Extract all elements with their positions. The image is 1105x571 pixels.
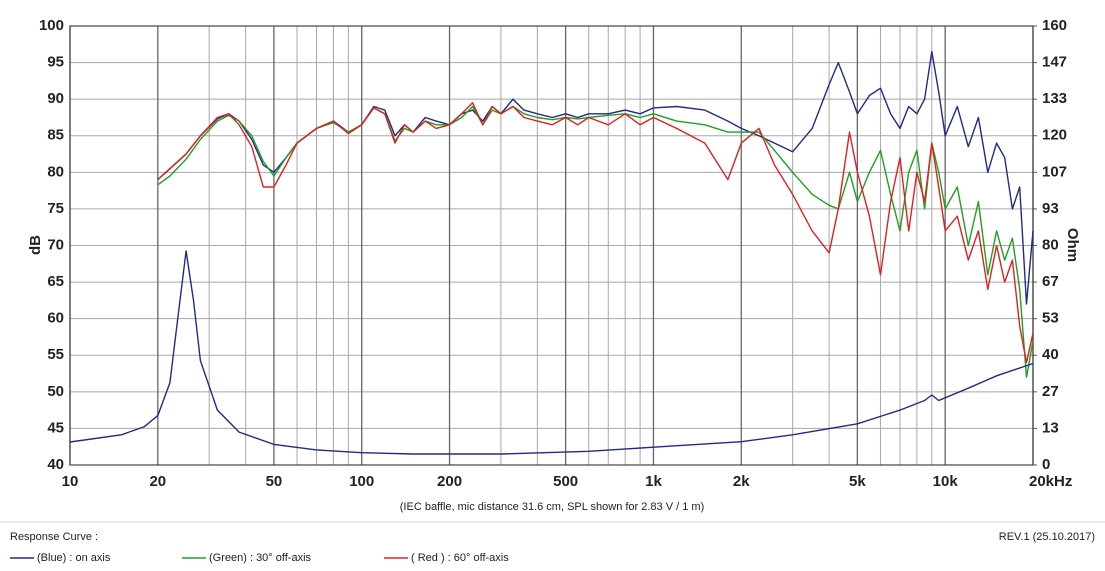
y-tick-label: 60 bbox=[47, 310, 64, 327]
y-axis-label: dB bbox=[27, 235, 44, 255]
y2-tick-label: 53 bbox=[1042, 310, 1059, 327]
revision: REV.1 (25.10.2017) bbox=[999, 531, 1095, 543]
x-tick-label: 2k bbox=[733, 473, 750, 490]
y2-tick-label: 27 bbox=[1042, 383, 1059, 400]
y2-tick-label: 0 bbox=[1042, 456, 1050, 473]
y2-tick-label: 93 bbox=[1042, 200, 1059, 217]
y2-tick-label: 80 bbox=[1042, 236, 1059, 253]
legend-title: Response Curve : bbox=[10, 531, 98, 543]
y-tick-label: 90 bbox=[47, 90, 64, 107]
x-tick-label: 50 bbox=[266, 473, 283, 490]
x-tick-label: 200 bbox=[437, 473, 462, 490]
x-tick-label: 5k bbox=[849, 473, 866, 490]
y2-tick-label: 133 bbox=[1042, 90, 1067, 107]
y-tick-label: 70 bbox=[47, 236, 64, 253]
y-tick-label: 45 bbox=[47, 419, 64, 436]
y2-tick-label: 67 bbox=[1042, 273, 1059, 290]
x-tick-label: 1k bbox=[645, 473, 662, 490]
legend-label: ( Red ) : 60° off-axis bbox=[411, 552, 509, 564]
y2-tick-label: 40 bbox=[1042, 346, 1059, 363]
legend-label: (Blue) : on axis bbox=[37, 552, 111, 564]
y-tick-label: 80 bbox=[47, 163, 64, 180]
x-tick-label: 100 bbox=[349, 473, 374, 490]
series-line bbox=[157, 102, 1034, 364]
x-tick-label: 20 bbox=[149, 473, 166, 490]
y-tick-label: 85 bbox=[47, 127, 64, 144]
y-tick-label: 50 bbox=[47, 383, 64, 400]
x-tick-label: 10k bbox=[933, 473, 959, 490]
x-tick-label: 500 bbox=[553, 473, 578, 490]
y-tick-label: 55 bbox=[47, 346, 64, 363]
plot-frame bbox=[69, 25, 1034, 466]
y2-tick-label: 13 bbox=[1042, 419, 1059, 436]
y-tick-label: 40 bbox=[47, 456, 64, 473]
y-tick-label: 75 bbox=[47, 200, 64, 217]
y2-tick-label: 147 bbox=[1042, 54, 1067, 71]
y2-axis-label: Ohm bbox=[1064, 228, 1081, 262]
legend-label: (Green) : 30° off-axis bbox=[209, 552, 312, 564]
series-line bbox=[69, 250, 1034, 455]
caption: (IEC baffle, mic distance 31.6 cm, SPL s… bbox=[400, 501, 704, 513]
y2-tick-label: 120 bbox=[1042, 127, 1067, 144]
y-tick-label: 100 bbox=[39, 17, 64, 34]
y2-tick-label: 160 bbox=[1042, 17, 1067, 34]
x-tick-label: 20kHz bbox=[1029, 473, 1072, 490]
x-tick-label: 10 bbox=[62, 473, 79, 490]
y-tick-label: 65 bbox=[47, 273, 64, 290]
y2-tick-label: 107 bbox=[1042, 163, 1067, 180]
y-tick-label: 95 bbox=[47, 54, 64, 71]
